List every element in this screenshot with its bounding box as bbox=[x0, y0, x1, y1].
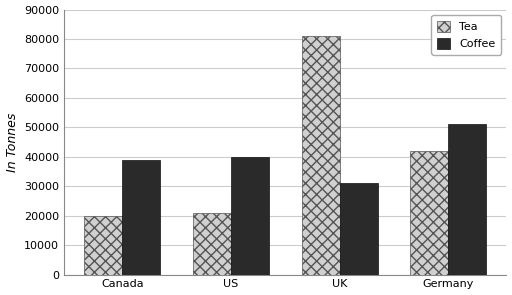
Bar bbox=[231, 157, 269, 275]
Bar bbox=[302, 36, 339, 275]
Y-axis label: In Tonnes: In Tonnes bbox=[6, 112, 18, 172]
Bar bbox=[122, 160, 160, 275]
Bar bbox=[449, 124, 486, 275]
Bar bbox=[84, 216, 122, 275]
Bar bbox=[339, 183, 378, 275]
Bar bbox=[410, 151, 449, 275]
Bar bbox=[193, 213, 231, 275]
Legend: Tea, Coffee: Tea, Coffee bbox=[431, 15, 501, 55]
